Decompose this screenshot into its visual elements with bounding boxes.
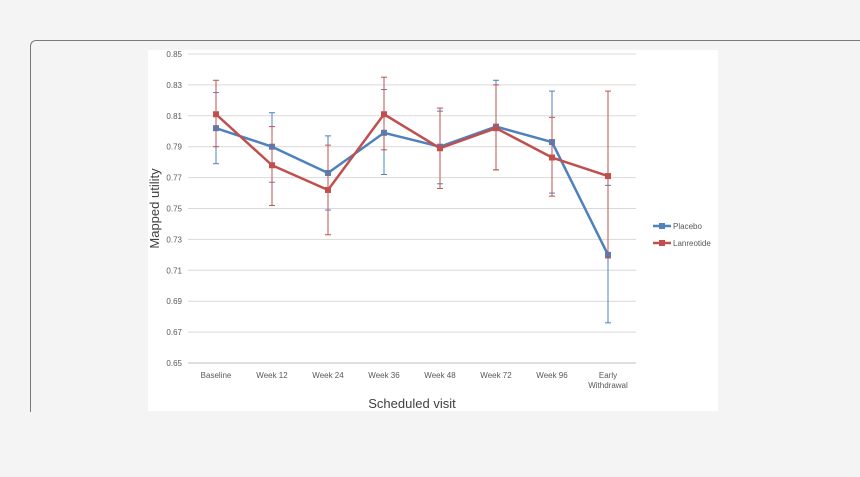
y-tick-label: 0.71 xyxy=(166,266,182,275)
data-point xyxy=(213,111,219,118)
series-layer xyxy=(213,76,611,324)
series-line xyxy=(215,113,609,192)
y-tick-label: 0.67 xyxy=(166,328,182,337)
x-axis-title: Scheduled visit xyxy=(368,396,456,411)
series-line xyxy=(215,125,610,256)
y-tick-labels: 0.65 0.67 0.69 0.71 0.73 0.75 0.77 0.79 0.81 0.83… xyxy=(166,50,182,368)
x-tick-labels: Baseline Week 12 Week 24 Week 36 Week 48 Week… xyxy=(201,371,628,390)
y-tick-label: 0.83 xyxy=(166,81,182,90)
data-point xyxy=(437,145,443,152)
y-tick-label: 0.75 xyxy=(166,205,182,214)
y-tick-label: 0.69 xyxy=(166,297,182,306)
legend-item: Placebo xyxy=(653,222,702,231)
x-tick-label: Early Withdrawal xyxy=(588,371,628,390)
legend-item: Lanreotide xyxy=(653,239,711,248)
data-point xyxy=(325,186,331,193)
gridlines xyxy=(188,53,636,364)
y-tick-label: 0.81 xyxy=(166,112,182,121)
chart-container: 0.65 0.67 0.69 0.71 0.73 0.75 0.77 0.79 0.81 0.83… xyxy=(147,50,718,411)
data-point xyxy=(493,125,499,132)
y-axis-title: Mapped utility xyxy=(148,168,162,249)
data-point xyxy=(605,173,611,180)
legend: Placebo Lanreotide xyxy=(653,222,711,248)
legend-label: Lanreotide xyxy=(673,239,711,248)
y-tick-label: 0.73 xyxy=(166,235,182,244)
legend-swatch-marker xyxy=(659,223,665,229)
y-tick-label: 0.77 xyxy=(166,174,182,183)
x-tick-label: Week 48 xyxy=(424,371,456,380)
y-tick-label: 0.85 xyxy=(166,50,182,59)
x-tick-label: Week 24 xyxy=(312,371,344,380)
line-chart: 0.65 0.67 0.69 0.71 0.73 0.75 0.77 0.79 0.81 0.83… xyxy=(147,50,711,411)
series-placebo xyxy=(213,79,611,324)
data-point xyxy=(269,162,275,169)
series-lanreotide xyxy=(213,76,611,259)
x-tick-label: Week 72 xyxy=(480,371,512,380)
legend-label: Placebo xyxy=(673,222,702,231)
x-tick-label: Baseline xyxy=(201,371,232,380)
data-point xyxy=(549,154,555,161)
data-point xyxy=(381,111,387,118)
y-tick-label: 0.79 xyxy=(166,143,182,152)
x-tick-label: Week 12 xyxy=(256,371,288,380)
legend-swatch-marker xyxy=(659,240,665,246)
x-tick-label: Week 96 xyxy=(536,371,568,380)
y-tick-label: 0.65 xyxy=(166,359,182,368)
x-tick-label: Week 36 xyxy=(368,371,400,380)
